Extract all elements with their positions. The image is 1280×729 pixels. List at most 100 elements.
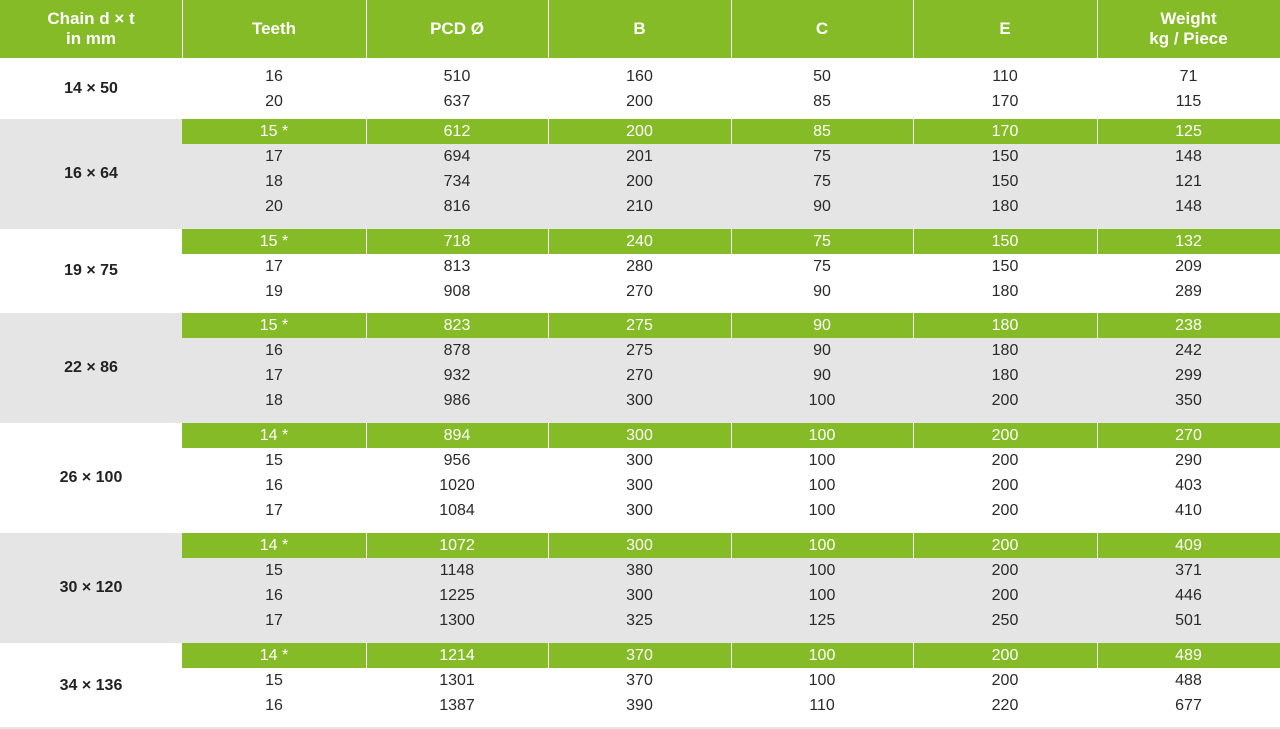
chain-size-label: 16 × 64 xyxy=(64,165,118,182)
chain-group: 22 × 86 15 * 823 275 90 180 238 16 878 275 90 180 24… xyxy=(0,313,1280,423)
cell-teeth: 20 xyxy=(265,93,283,110)
cell-c: 100 xyxy=(808,502,836,519)
header-teeth: Teeth xyxy=(182,0,366,58)
chain-group: 30 × 120 14 * 1072 300 100 200 409 15 1148 380 100… xyxy=(0,533,1280,643)
cell-teeth: 16 xyxy=(265,587,283,604)
cell-pcd: 816 xyxy=(443,198,471,215)
table-row-highlighted: 14 * 894 300 100 200 270 xyxy=(182,423,1280,448)
cell-b: 300 xyxy=(626,537,653,554)
cell-pcd: 637 xyxy=(443,93,471,110)
cell-pcd: 1300 xyxy=(439,612,475,629)
chain-group: 19 × 75 15 * 718 240 75 150 132 17 813 280 75 150 20… xyxy=(0,229,1280,313)
cell-weight: 446 xyxy=(1175,587,1202,604)
cell-teeth: 14 * xyxy=(259,647,289,664)
cell-e: 150 xyxy=(991,148,1019,165)
table-row: 17 813 280 75 150 209 xyxy=(182,254,1280,279)
row-separator xyxy=(1097,119,1098,144)
header-label-line2: kg / Piece xyxy=(1149,29,1228,48)
cell-b: 300 xyxy=(626,392,653,409)
header-chain: Chain d × t in mm xyxy=(0,0,182,58)
header-label-line1: PCD Ø xyxy=(430,19,484,38)
row-separator xyxy=(1097,313,1098,338)
cell-c: 90 xyxy=(813,317,831,334)
cell-weight: 371 xyxy=(1175,562,1202,579)
cell-c: 100 xyxy=(808,392,836,409)
cell-b: 370 xyxy=(626,672,653,689)
chain-group: 14 × 50 16 510 160 50 110 71 20 637 200 85 170 115 xyxy=(0,58,1280,119)
row-separator xyxy=(366,533,367,558)
cell-teeth: 15 xyxy=(265,562,283,579)
row-separator xyxy=(548,643,549,668)
cell-pcd: 612 xyxy=(443,123,471,140)
row-separator xyxy=(366,643,367,668)
cell-weight: 677 xyxy=(1175,697,1202,714)
cell-e: 200 xyxy=(991,392,1019,409)
cell-e: 200 xyxy=(991,477,1019,494)
cell-e: 150 xyxy=(991,233,1019,250)
cell-c: 75 xyxy=(813,173,831,190)
header-separator xyxy=(548,0,549,58)
header-label-line2: in mm xyxy=(65,29,117,48)
table-row: 16 878 275 90 180 242 xyxy=(182,338,1280,363)
table-row: 15 1148 380 100 200 371 xyxy=(182,558,1280,583)
row-separator xyxy=(913,533,914,558)
cell-teeth: 16 xyxy=(265,477,283,494)
cell-weight: 350 xyxy=(1175,392,1202,409)
cell-weight: 289 xyxy=(1175,283,1202,300)
cell-c: 50 xyxy=(813,68,831,85)
table-row: 16 1225 300 100 200 446 xyxy=(182,583,1280,608)
cell-b: 200 xyxy=(626,123,653,140)
cell-pcd: 1148 xyxy=(439,562,475,579)
cell-pcd: 1020 xyxy=(439,477,475,494)
cell-e: 200 xyxy=(991,587,1019,604)
chain-group: 16 × 64 15 * 612 200 85 170 125 17 694 201 75 150 14… xyxy=(0,119,1280,229)
cell-teeth: 17 xyxy=(265,258,283,275)
cell-b: 275 xyxy=(626,317,653,334)
cell-teeth: 14 * xyxy=(259,427,289,444)
cell-b: 270 xyxy=(626,367,653,384)
table-row: 18 734 200 75 150 121 xyxy=(182,169,1280,194)
chain-size-label: 34 × 136 xyxy=(59,677,123,694)
cell-teeth: 15 xyxy=(265,452,283,469)
cell-pcd: 718 xyxy=(443,233,471,250)
row-separator xyxy=(913,643,914,668)
row-separator xyxy=(366,229,367,254)
cell-e: 170 xyxy=(991,123,1019,140)
cell-e: 180 xyxy=(991,283,1019,300)
table-row: 16 1387 390 110 220 677 xyxy=(182,693,1280,718)
cell-e: 200 xyxy=(991,452,1019,469)
cell-weight: 209 xyxy=(1175,258,1202,275)
cell-pcd: 986 xyxy=(443,392,471,409)
cell-pcd: 908 xyxy=(443,283,471,300)
table-bottom-line xyxy=(0,727,1280,729)
cell-e: 200 xyxy=(991,562,1019,579)
cell-b: 200 xyxy=(626,93,653,110)
cell-c: 75 xyxy=(813,233,831,250)
cell-pcd: 1084 xyxy=(439,502,475,519)
cell-b: 160 xyxy=(626,68,653,85)
row-separator xyxy=(548,229,549,254)
cell-b: 300 xyxy=(626,587,653,604)
header-separator xyxy=(1097,0,1098,58)
row-separator xyxy=(913,119,914,144)
cell-e: 200 xyxy=(991,537,1019,554)
cell-e: 110 xyxy=(992,68,1018,85)
table-row: 17 1084 300 100 200 410 xyxy=(182,498,1280,523)
row-separator xyxy=(1097,643,1098,668)
header-label-line1: Teeth xyxy=(251,19,297,38)
cell-c: 100 xyxy=(808,562,836,579)
cell-c: 100 xyxy=(808,672,836,689)
header-separator xyxy=(913,0,914,58)
cell-teeth: 16 xyxy=(265,342,283,359)
cell-teeth: 15 xyxy=(265,672,283,689)
cell-b: 300 xyxy=(626,452,653,469)
cell-weight: 125 xyxy=(1175,123,1202,140)
row-separator xyxy=(1097,423,1098,448)
cell-b: 201 xyxy=(626,148,653,165)
table-row: 17 1300 325 125 250 501 xyxy=(182,608,1280,633)
cell-weight: 132 xyxy=(1175,233,1202,250)
cell-pcd: 1225 xyxy=(439,587,475,604)
header-e: E xyxy=(913,0,1097,58)
table-row-highlighted: 15 * 612 200 85 170 125 xyxy=(182,119,1280,144)
cell-weight: 121 xyxy=(1175,173,1202,190)
